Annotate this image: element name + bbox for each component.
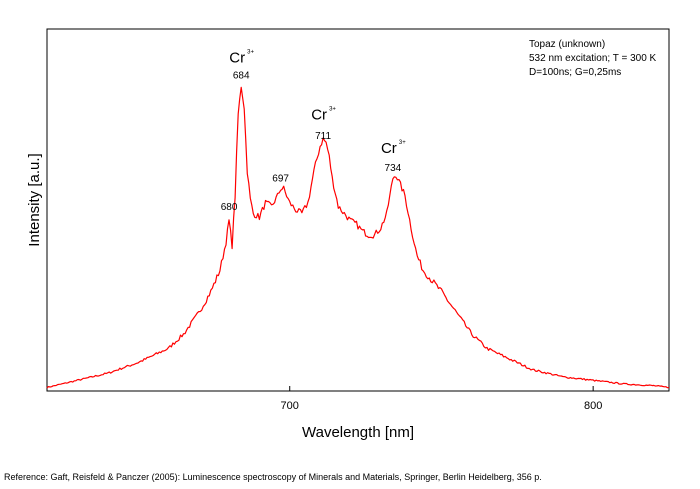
peak-labels: 680 684 697 711 734 [221, 71, 402, 213]
plot-frame [46, 28, 670, 392]
info-box: Topaz (unknown) 532 nm excitation; T = 3… [529, 39, 657, 78]
x-ticks: 700 800 [281, 386, 602, 412]
reference-text: Reference: Gaft, Reisfeld & Panczer (200… [4, 472, 542, 482]
ion-label: Cr [229, 50, 245, 67]
ion-labels: Cr 3+Cr 3+Cr 3+ [229, 50, 406, 157]
ion-charge-label: 3+ [329, 107, 336, 113]
peak-label: 684 [233, 71, 250, 82]
info-line-1: Topaz (unknown) [529, 39, 605, 50]
info-line-3: D=100ns; G=0,25ms [529, 67, 621, 78]
x-axis-label: Wavelength [nm] [302, 424, 414, 441]
peak-label: 711 [315, 131, 331, 142]
peak-label: 680 [221, 202, 238, 213]
ion-charge-label: 3+ [247, 50, 254, 56]
x-tick-label: 700 [281, 400, 299, 412]
spectrum-line [46, 86, 670, 389]
info-line-2: 532 nm excitation; T = 300 K [529, 53, 657, 64]
x-tick-label: 800 [584, 400, 602, 412]
peak-label: 734 [385, 163, 402, 174]
ion-label: Cr [381, 140, 397, 157]
y-axis-label: Intensity [a.u.] [26, 153, 43, 246]
ion-label: Cr [311, 107, 327, 124]
ion-charge-label: 3+ [399, 140, 406, 146]
peak-label: 697 [272, 174, 289, 185]
